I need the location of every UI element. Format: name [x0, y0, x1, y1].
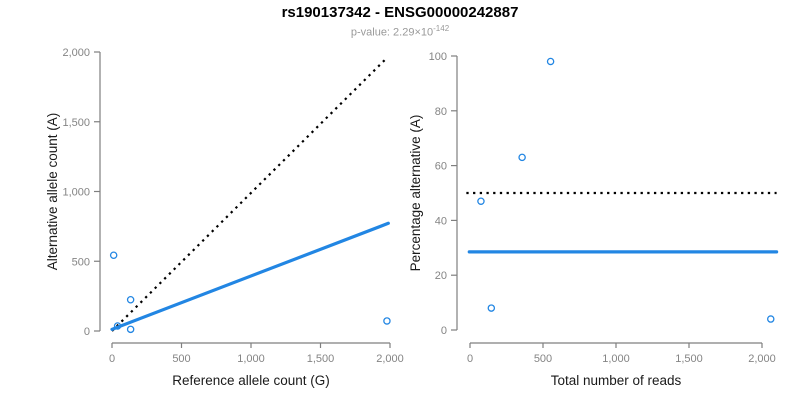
y-tick-label: 2,000 [62, 47, 90, 59]
y-axis-label: Percentage alternative (A) [408, 115, 423, 272]
y-axis-label: Alternative allele count (A) [45, 113, 60, 271]
x-tick-label: 2,000 [376, 353, 404, 365]
x-axis-label: Total number of reads [551, 373, 682, 388]
y-tick-label: 0 [84, 326, 90, 338]
fitted-line [110, 221, 390, 331]
x-tick-label: 500 [534, 353, 552, 365]
scatter-point [113, 322, 122, 330]
y-tick-label: 0 [441, 325, 447, 337]
y-tick-label: 100 [429, 51, 447, 63]
identity-line [111, 56, 389, 332]
plot-subtitle: p-value: 2.29×10-142 [0, 24, 800, 39]
x-tick-label: 1,000 [602, 353, 630, 365]
scatter-point [487, 304, 496, 312]
y-tick-label: 60 [435, 161, 447, 173]
scatter-point [546, 57, 555, 66]
x-tick-label: 0 [109, 353, 115, 365]
x-tick-label: 1,500 [675, 353, 703, 365]
scatter-point [109, 251, 118, 260]
x-tick-label: 1,500 [307, 353, 335, 365]
scatter-point [126, 325, 135, 334]
scatter-point [767, 315, 775, 323]
y-tick-label: 1,000 [62, 187, 90, 199]
y-tick-label: 40 [435, 215, 447, 227]
pvalue-text: p-value: 2.29×10 [350, 26, 434, 39]
scatter-point [477, 197, 485, 205]
y-tick-label: 20 [435, 270, 447, 282]
y-tick-label: 1,500 [62, 117, 90, 129]
x-tick-label: 1,000 [237, 353, 265, 365]
x-tick-label: 2,000 [748, 353, 776, 365]
scatter-point [518, 153, 526, 162]
scatter-point [383, 317, 391, 325]
x-axis-label: Reference allele count (G) [172, 373, 330, 388]
x-tick-label: 500 [172, 353, 190, 365]
plot-title: rs190137342 - ENSG00000242887 [281, 4, 519, 21]
pvalue-exponent: -142 [433, 24, 450, 33]
y-tick-label: 80 [435, 106, 447, 118]
x-tick-label: 0 [467, 353, 473, 365]
y-tick-label: 500 [72, 256, 90, 268]
scatter-point [126, 296, 135, 304]
